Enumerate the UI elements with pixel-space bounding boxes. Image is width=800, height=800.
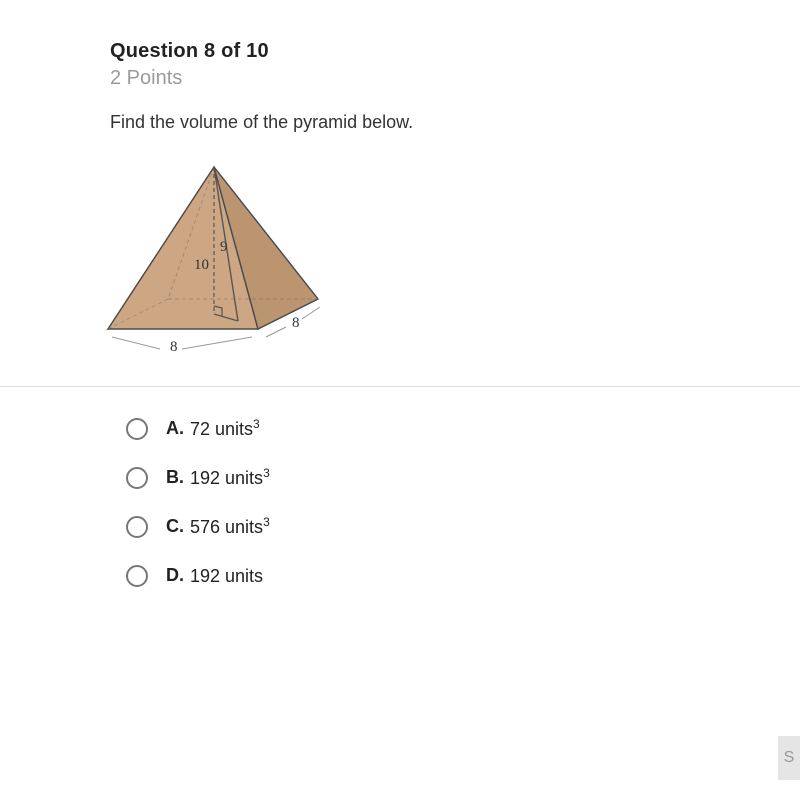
option-c[interactable]: C. 576 units3 <box>126 515 800 538</box>
option-letter: A. <box>166 418 184 439</box>
options-list: A. 72 units3 B. 192 units3 C. 576 units3… <box>110 417 800 587</box>
pyramid-figure: 9 10 8 8 <box>90 151 800 366</box>
corner-label: S <box>784 749 795 767</box>
option-letter: D. <box>166 565 184 586</box>
corner-button[interactable]: S <box>778 736 800 780</box>
base-right-label: 8 <box>292 315 300 331</box>
option-d[interactable]: D. 192 units <box>126 564 800 587</box>
option-text: 192 units <box>190 564 263 587</box>
height-label: 9 <box>220 239 228 255</box>
question-points: 2 Points <box>110 67 800 90</box>
radio-icon[interactable] <box>126 565 148 587</box>
option-text: 72 units3 <box>190 417 260 440</box>
option-letter: C. <box>166 516 184 537</box>
option-a[interactable]: A. 72 units3 <box>126 417 800 440</box>
option-letter: B. <box>166 467 184 488</box>
question-prompt: Find the volume of the pyramid below. <box>110 112 800 133</box>
base-front-label: 8 <box>170 339 178 355</box>
radio-icon[interactable] <box>126 516 148 538</box>
section-divider <box>0 386 800 387</box>
slant-label: 10 <box>194 257 209 273</box>
option-b[interactable]: B. 192 units3 <box>126 466 800 489</box>
radio-icon[interactable] <box>126 467 148 489</box>
question-title: Question 8 of 10 <box>110 40 800 63</box>
radio-icon[interactable] <box>126 418 148 440</box>
option-text: 576 units3 <box>190 515 270 538</box>
option-text: 192 units3 <box>190 466 270 489</box>
